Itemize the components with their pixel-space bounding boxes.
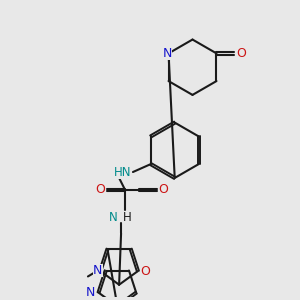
Text: H: H xyxy=(123,211,131,224)
Text: O: O xyxy=(95,183,105,196)
Text: N: N xyxy=(86,286,95,299)
Text: O: O xyxy=(236,47,246,60)
Text: N: N xyxy=(163,47,172,60)
Text: O: O xyxy=(140,265,150,278)
Text: N: N xyxy=(109,211,118,224)
Text: HN: HN xyxy=(114,166,132,178)
Text: O: O xyxy=(159,183,169,196)
Text: N: N xyxy=(93,264,103,277)
